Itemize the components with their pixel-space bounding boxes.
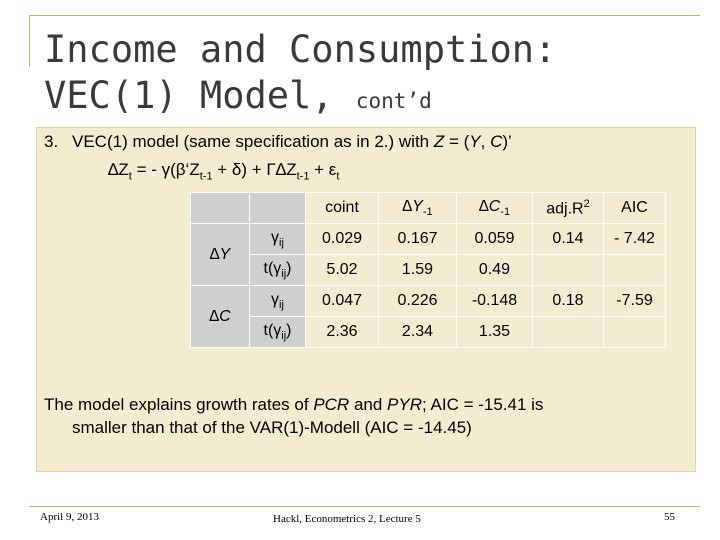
seg: γ bbox=[271, 228, 280, 246]
title: Income and Consumption: bbox=[44, 28, 557, 71]
sup: 2 bbox=[583, 197, 590, 210]
header-cell: AIC bbox=[603, 192, 666, 224]
cell: -7.59 bbox=[603, 285, 666, 317]
seg: ) bbox=[286, 321, 292, 339]
formula: ∆Zt = - γ(β‘Zt-1 + δ) + Γ∆Zt-1 + εt bbox=[108, 160, 339, 182]
stat-cell: γij bbox=[249, 223, 306, 255]
cell: -0.148 bbox=[456, 285, 533, 317]
row-label: ∆C bbox=[190, 285, 250, 348]
seg: ∆Y bbox=[209, 245, 231, 263]
seg: ij bbox=[279, 237, 284, 250]
stat-cell: t(γij) bbox=[249, 316, 306, 348]
cell bbox=[532, 316, 604, 348]
header-cell: ∆C-1 bbox=[456, 192, 533, 224]
item-text: VEC(1) model (same specification as in 2… bbox=[72, 132, 512, 152]
top-rule bbox=[29, 15, 700, 16]
header-cell: adj.R2 bbox=[532, 192, 604, 224]
cell bbox=[249, 192, 306, 224]
cell bbox=[603, 254, 666, 286]
stat-cell: γij bbox=[249, 285, 306, 317]
title-text: VEC(1) Model, bbox=[44, 74, 356, 117]
header-cell: coint bbox=[305, 192, 379, 224]
seg: ) bbox=[286, 259, 292, 277]
bottom-rule bbox=[29, 506, 700, 507]
table: coint ∆Y-1 ∆C-1 adj.R2 AIC ∆Y γij 0.029 0.1… bbox=[190, 192, 666, 348]
seg: )’ bbox=[502, 132, 512, 151]
cell: 2.36 bbox=[305, 316, 379, 348]
seg: ; AIC = -15.41 is bbox=[422, 395, 544, 414]
cell: 0.14 bbox=[532, 223, 604, 255]
cell: 0.49 bbox=[456, 254, 533, 286]
cell: 1.35 bbox=[456, 316, 533, 348]
title: VEC(1) Model, cont’d bbox=[44, 74, 432, 123]
seg: Z bbox=[433, 132, 445, 151]
sub: t bbox=[336, 170, 340, 183]
seg: ∆C bbox=[209, 307, 231, 325]
cell: - 7.42 bbox=[603, 223, 666, 255]
seg: ∆Y bbox=[402, 197, 423, 215]
row: coint ∆Y-1 ∆C-1 adj.R2 AIC bbox=[190, 192, 666, 224]
seg: Y bbox=[469, 132, 481, 151]
sub: -1 bbox=[422, 206, 433, 219]
cell: 5.02 bbox=[305, 254, 379, 286]
cell bbox=[603, 316, 666, 348]
seg: VEC(1) model (same specification as in 2… bbox=[72, 132, 434, 151]
row: t(γij) 2.36 2.34 1.35 bbox=[191, 316, 666, 348]
left-rule bbox=[29, 15, 30, 67]
seg: PCR bbox=[313, 395, 350, 414]
seg: = ( bbox=[444, 132, 470, 151]
cell: 0.226 bbox=[378, 285, 457, 317]
seg: t(γ bbox=[263, 259, 282, 277]
seg: γ bbox=[271, 290, 280, 308]
row-label: ∆Y bbox=[190, 223, 250, 286]
seg: ij bbox=[281, 330, 287, 343]
cell: 0.047 bbox=[305, 285, 379, 317]
seg: The model explains growth rates of bbox=[44, 395, 314, 414]
seg: adj.R bbox=[546, 200, 584, 218]
header-cell: ∆Y-1 bbox=[378, 192, 457, 224]
seg: + ε bbox=[309, 160, 337, 179]
footer-date: April 9, 2013 bbox=[40, 511, 99, 523]
seg: ij bbox=[279, 299, 284, 312]
cell: 0.029 bbox=[305, 223, 379, 255]
seg: PYR bbox=[387, 395, 422, 414]
row: ∆Y γij 0.029 0.167 0.059 0.14- 7.42 bbox=[190, 223, 666, 286]
cell: 0.18 bbox=[532, 285, 604, 317]
title-suffix: cont’d bbox=[355, 89, 432, 113]
seg: ∆C bbox=[478, 197, 501, 215]
row: ∆C γij 0.047 0.226 -0.148 0.18 -7.59 bbox=[190, 285, 666, 348]
sub: t-1 bbox=[199, 170, 213, 183]
seg: = - γ(β‘Z bbox=[131, 160, 200, 179]
seg: , bbox=[480, 132, 491, 151]
seg: C bbox=[490, 132, 503, 151]
sub: t bbox=[128, 170, 132, 183]
conclusion: The model explains growth rates of PCR a… bbox=[44, 395, 543, 415]
row: t(γij) 5.02 1.59 0.49 bbox=[191, 254, 666, 286]
stat-cell: t(γij) bbox=[249, 254, 306, 286]
cell bbox=[532, 254, 604, 286]
cell: 1.59 bbox=[378, 254, 457, 286]
cell bbox=[190, 192, 250, 224]
cell: 0.167 bbox=[378, 223, 457, 255]
cell: 0.059 bbox=[456, 223, 533, 255]
cell: 2.34 bbox=[378, 316, 457, 348]
sub: t-1 bbox=[296, 170, 310, 183]
seg: ∆Z bbox=[108, 160, 129, 179]
seg: and bbox=[349, 395, 388, 414]
item-number: 3. bbox=[44, 132, 59, 151]
footer-center: Hackl, Econometrics 2, Lecture 5 bbox=[273, 513, 421, 525]
footer-page: 55 bbox=[664, 511, 675, 523]
conclusion: smaller than that of the VAR(1)-Modell (… bbox=[72, 418, 472, 437]
seg: t(γ bbox=[263, 321, 282, 339]
sub: -1 bbox=[500, 206, 511, 219]
seg: ij bbox=[281, 268, 287, 281]
seg: + δ) + Γ∆Z bbox=[212, 160, 297, 179]
